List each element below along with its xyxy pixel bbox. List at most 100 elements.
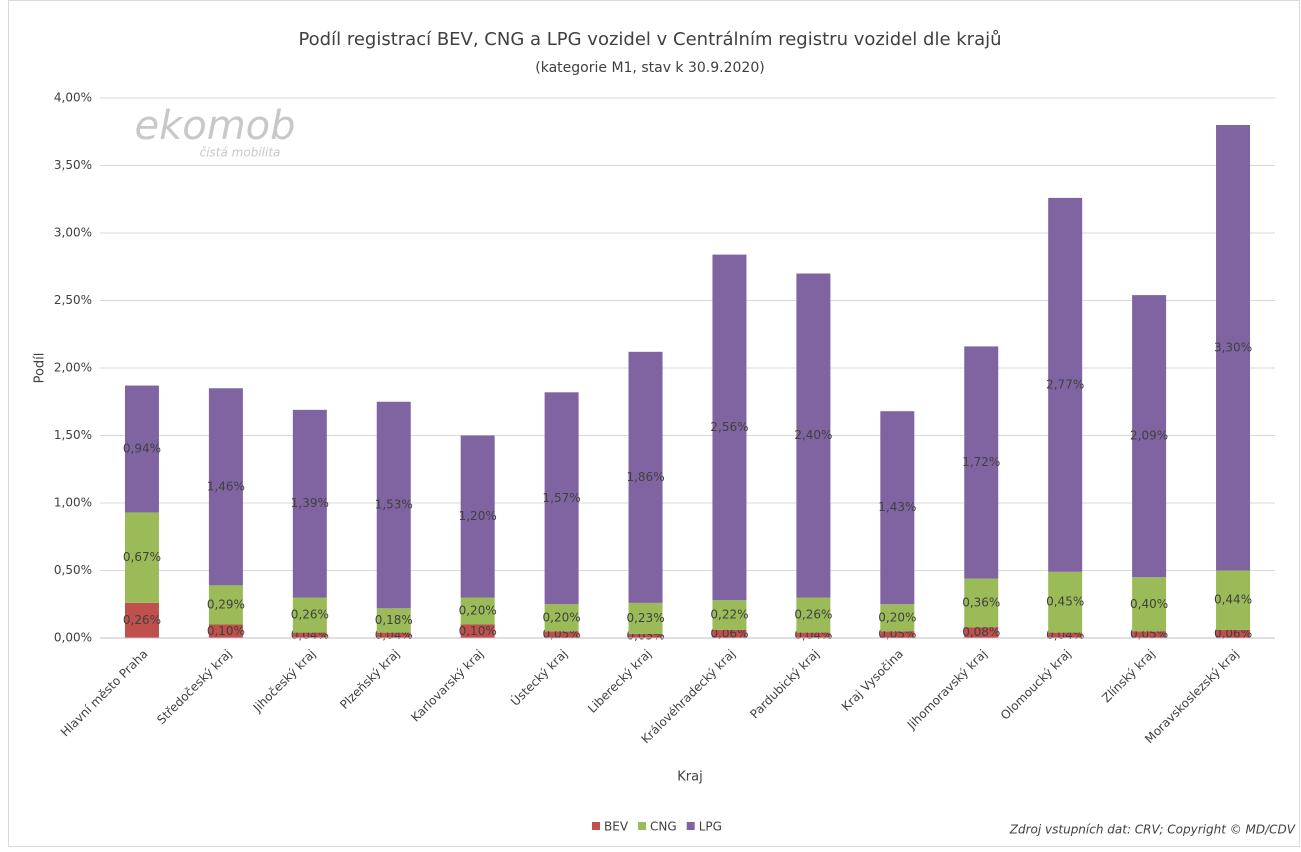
bar-segment [628,633,663,638]
watermark-tagline: čistá mobilita [200,146,281,160]
bar-segment [124,602,159,638]
data-label: 1,20% [459,509,497,523]
y-tick-label: 1,00% [54,496,92,510]
data-label: 0,10% [207,624,245,638]
legend-swatch [592,822,600,830]
bar-segment [1132,577,1167,632]
bar-segment [796,597,831,633]
bar-segment [964,627,999,638]
bar-segment [880,604,915,632]
data-label: 0,20% [878,610,916,624]
data-label: 0,08% [962,625,1000,639]
data-label: 1,53% [375,498,413,512]
data-label: 0,22% [710,608,748,622]
data-label: 0,26% [123,613,161,627]
chart-subtitle: (kategorie M1, stav k 30.9.2020) [535,60,764,76]
bar-segment [964,346,999,579]
data-label: 0,06% [1214,626,1252,640]
bar-segment [1216,125,1251,571]
data-label: 0,20% [459,604,497,618]
data-label: 0,26% [794,608,832,622]
source-note: Zdroj vstupních dat: CRV; Copyright © MD… [1009,823,1296,837]
y-tick-label: 3,50% [54,158,92,172]
bar-segment [1132,295,1167,578]
y-tick-label: 0,50% [54,563,92,577]
legend-label: CNG [650,820,677,834]
bar-segment [292,632,327,638]
legend-label: LPG [699,820,722,834]
bar-segment [1048,632,1083,638]
y-tick-label: 1,50% [54,428,92,442]
y-tick-label: 2,50% [54,293,92,307]
y-tick-label: 4,00% [54,91,92,105]
bar-segment [628,602,663,634]
bar-segment [208,388,243,586]
bar-segment [1048,197,1083,572]
data-label: 2,77% [1046,377,1084,391]
watermark: ekomob [134,103,295,149]
data-label: 0,44% [1214,593,1252,607]
bar-segment [796,273,831,598]
bar-segment [880,411,915,605]
data-label: 0,20% [543,610,581,624]
data-label: 0,10% [459,624,497,638]
bar-segment [1216,570,1251,630]
x-axis-label: Kraj [677,770,702,785]
bar-segment [1048,571,1083,633]
data-label: 2,40% [794,428,832,442]
bar-segment [880,631,915,638]
data-label: 0,67% [123,550,161,564]
y-tick-label: 2,00% [54,361,92,375]
bar-segment [208,624,243,638]
bar-segment [460,597,495,625]
data-label: 0,94% [123,442,161,456]
bar-segment [712,629,747,638]
bar-segment [292,409,327,598]
bar-segment [544,631,579,638]
bar-segment [208,585,243,625]
bar-segment [1132,631,1167,638]
data-label: 0,26% [291,608,329,622]
bar-segment [796,632,831,638]
data-label: 0,36% [962,595,1000,609]
legend-swatch [686,822,695,830]
bar-segment [124,385,159,513]
data-label: 2,56% [710,420,748,434]
data-label: 0,45% [1046,595,1084,609]
data-label: 1,57% [543,491,581,505]
bar-segment [124,512,159,603]
bar-segment [376,632,411,638]
y-tick-label: 3,00% [54,226,92,240]
bar-segment [628,351,663,603]
data-label: 1,43% [878,500,916,514]
bar-segment [376,608,411,633]
legend-label: BEV [604,820,629,834]
y-tick-label: 0,00% [54,631,92,645]
bar-segment [376,401,411,609]
data-label: 3,30% [1214,340,1252,354]
data-label: 0,40% [1130,597,1168,611]
data-label: 2,09% [1130,429,1168,443]
bar-segment [460,624,495,638]
data-label: 1,86% [626,470,664,484]
bar-segment [292,597,327,633]
data-label: 0,23% [626,611,664,625]
data-label: 1,46% [207,479,245,493]
bar-segment [460,435,495,598]
data-label: 0,06% [710,626,748,640]
data-label: 0,29% [207,597,245,611]
data-label: 1,39% [291,496,329,510]
bar-segment [712,254,747,601]
data-label: 0,18% [375,613,413,627]
bar-segment [964,578,999,628]
bar-segment [1216,629,1251,638]
bar-segment [544,392,579,605]
chart-title: Podíl registrací BEV, CNG a LPG vozidel … [298,29,1001,50]
bar-segment [712,600,747,630]
legend-swatch [638,822,647,830]
data-label: 1,72% [962,455,1000,469]
y-axis-label: Podíl [33,353,48,384]
bar-segment [544,604,579,632]
